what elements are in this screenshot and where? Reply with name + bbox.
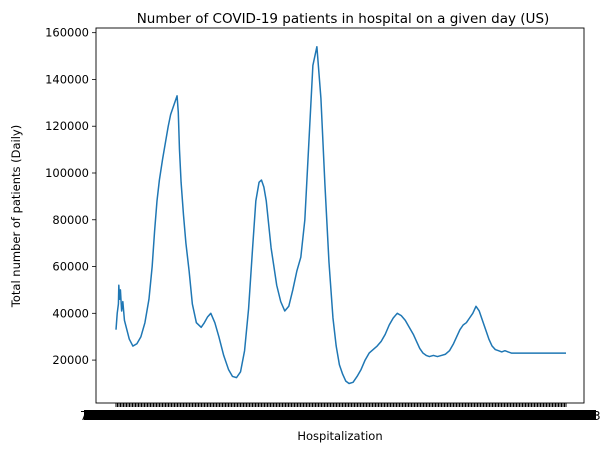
plot-background [96, 28, 584, 403]
plot-frame [95, 27, 585, 404]
y-tick-label: 120000 [45, 119, 89, 133]
y-tick-label: 160000 [45, 26, 89, 40]
y-axis-label: Total number of patients (Daily) [9, 125, 23, 308]
x-axis-label: Hospitalization [297, 429, 382, 443]
y-tick-label: 20000 [52, 353, 89, 367]
x-tick-label-first: 7 [80, 409, 88, 423]
y-axis-ticks: 20000 40000 60000 80000 100000 120000 140000 16… [45, 26, 96, 367]
x-tick-label-band [84, 410, 596, 420]
plot-area [96, 28, 584, 403]
x-tick-label-last: 3 [593, 409, 601, 423]
series-layer [115, 45, 566, 385]
y-tick-label: 80000 [52, 213, 89, 227]
series-line [115, 45, 566, 385]
y-tick-label: 40000 [52, 306, 89, 320]
y-tick-label: 140000 [45, 72, 89, 86]
chart-title: Number of COVID-19 patients in hospital … [137, 11, 550, 27]
y-tick-label: 100000 [45, 166, 89, 180]
y-tick-label: 60000 [52, 260, 89, 274]
